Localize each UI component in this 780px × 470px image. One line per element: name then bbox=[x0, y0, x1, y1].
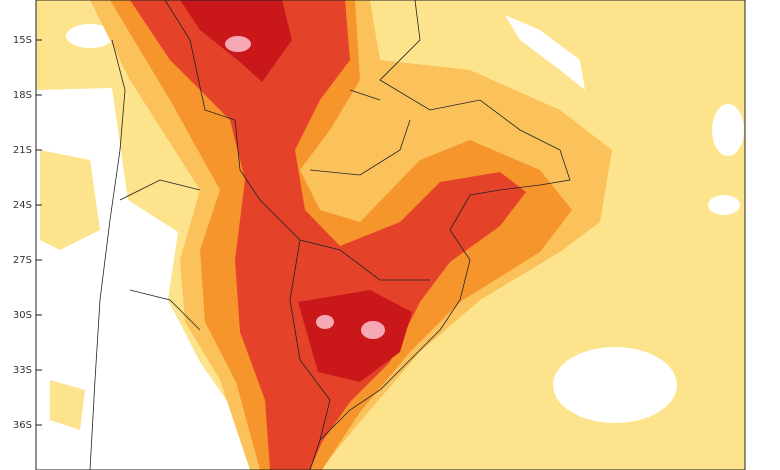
map-frame bbox=[35, 0, 746, 470]
low-region bbox=[712, 104, 744, 156]
lat-label: 36S bbox=[13, 420, 32, 431]
low-region bbox=[553, 347, 677, 423]
field-patch bbox=[40, 150, 100, 430]
level-5 bbox=[361, 321, 385, 339]
level-5 bbox=[316, 315, 334, 329]
border bbox=[119, 179, 201, 331]
lat-label: 27S bbox=[13, 255, 32, 266]
lat-label: 33S bbox=[13, 365, 32, 376]
low-region bbox=[505, 15, 585, 90]
lat-label: 15S bbox=[13, 35, 32, 46]
border bbox=[289, 89, 411, 441]
coastline bbox=[309, 229, 471, 470]
lat-label: 24S bbox=[13, 200, 32, 211]
lat-label: 18S bbox=[13, 90, 32, 101]
low-region bbox=[708, 195, 740, 215]
map-area bbox=[35, 0, 746, 470]
level-4 bbox=[180, 0, 412, 382]
level-5 bbox=[225, 36, 251, 52]
lat-label: 21S bbox=[13, 145, 32, 156]
low-region bbox=[66, 24, 114, 48]
border bbox=[379, 0, 571, 231]
level-2 bbox=[110, 0, 572, 470]
level-3 bbox=[130, 0, 526, 470]
border bbox=[164, 0, 430, 281]
coastline bbox=[89, 39, 126, 470]
lat-label: 30S bbox=[13, 310, 32, 321]
